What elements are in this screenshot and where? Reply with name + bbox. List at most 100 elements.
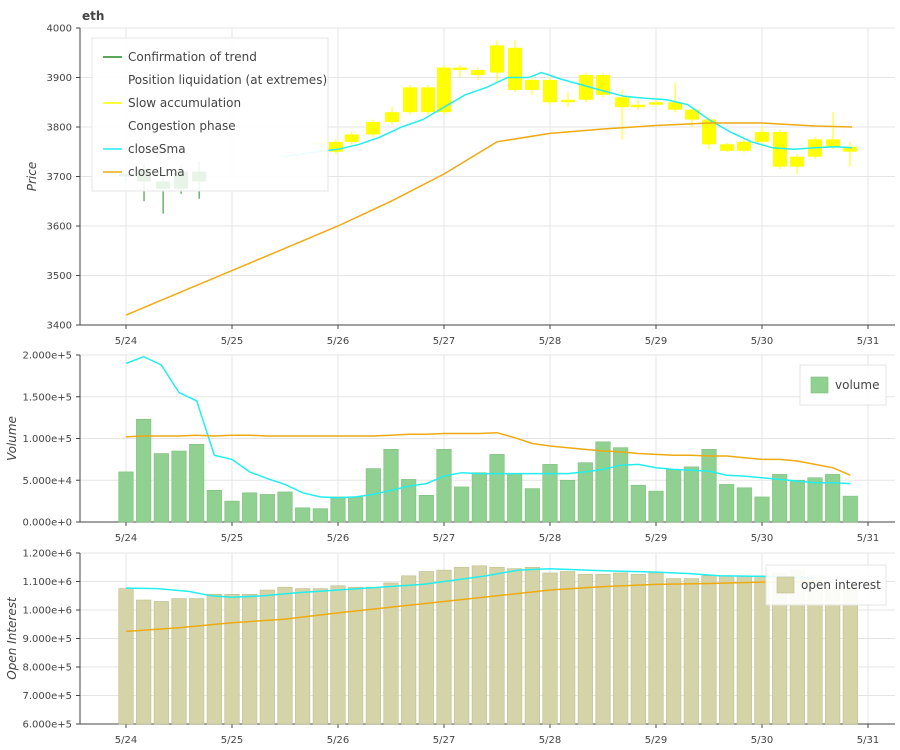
x-tick-label: 5/26	[327, 336, 349, 347]
volume-bar	[842, 495, 858, 523]
volume-bar	[348, 496, 364, 523]
candle-body	[668, 102, 683, 110]
x-tick-label: 5/29	[645, 533, 667, 544]
open-interest-bar	[277, 586, 293, 725]
open-interest-bar	[295, 588, 311, 725]
open-interest-bar	[595, 574, 611, 725]
legend-label: Confirmation of trend	[128, 50, 257, 64]
volume-bar	[471, 472, 487, 523]
volume-bar	[524, 488, 540, 523]
open-interest-bar	[560, 571, 576, 725]
volume-legend: volume	[799, 364, 887, 406]
closeSma-line	[125, 355, 851, 499]
y-tick-label: 1.500e+5	[22, 392, 72, 403]
open-interest-bar	[418, 571, 434, 725]
volume-bar	[666, 469, 682, 523]
candle-body	[452, 67, 467, 71]
volume-bar	[206, 489, 222, 523]
y-tick-label: 2.000e+5	[22, 351, 72, 362]
y-tick-label: 3800	[47, 123, 72, 134]
y-tick-label: 1.000e+6	[22, 606, 72, 617]
candle-body	[615, 97, 630, 108]
y-tick-label: 1.100e+6	[22, 577, 72, 588]
candle-body	[755, 131, 769, 142]
volume-bar	[489, 454, 505, 523]
price-legend: Confirmation of trend Position liquidatio…	[91, 37, 329, 192]
price-panel: 3400 3500 3600 3700 3800 3900 4000 5/24 5/25 5/26…	[25, 9, 895, 347]
y-tick-label: 6.000e+5	[22, 720, 72, 731]
open-interest-bar	[577, 574, 593, 725]
open-interest-bar	[330, 585, 346, 725]
x-tick-label: 5/26	[327, 735, 349, 746]
candle-body	[720, 144, 735, 151]
candle-body	[579, 75, 594, 100]
y-tick-label: 3400	[47, 321, 72, 332]
open-interest-bar	[471, 565, 487, 725]
volume-bar	[312, 508, 328, 523]
x-tick-label: 5/30	[751, 533, 773, 544]
x-tick-label: 5/28	[539, 533, 561, 544]
open-interest-legend: open interest	[765, 564, 887, 606]
open-interest-bar	[171, 598, 187, 725]
volume-bar	[383, 449, 399, 523]
legend-swatch	[810, 376, 829, 394]
x-tick-label: 5/25	[221, 735, 243, 746]
volume-bar	[295, 507, 311, 523]
candle-body	[344, 134, 359, 142]
candle-body	[421, 87, 436, 113]
candle-body	[773, 131, 788, 167]
legend-background	[91, 37, 329, 192]
volume-bar	[401, 479, 417, 523]
open-interest-bar	[312, 588, 328, 725]
open-interest-bar	[666, 578, 682, 725]
legend-label: closeSma	[128, 142, 186, 156]
closeLma-line	[125, 431, 851, 476]
open-interest-bar	[524, 566, 540, 725]
open-interest-bar	[825, 586, 841, 725]
candle-body	[736, 141, 751, 151]
open-interest-bar	[630, 574, 646, 725]
candle-body	[490, 45, 504, 73]
candle-body	[842, 146, 857, 152]
legend-label: closeLma	[128, 165, 185, 179]
x-tick-label: 5/28	[539, 735, 561, 746]
open-interest-bar	[613, 572, 629, 725]
x-tick-label: 5/25	[221, 336, 243, 347]
volume-bar	[736, 487, 752, 523]
volume-bar	[595, 441, 611, 523]
open-interest-bar	[507, 568, 523, 725]
open-interest-bar	[648, 572, 664, 725]
legend-label: Position liquidation (at extremes)	[128, 73, 327, 87]
closeLma-line	[125, 122, 853, 316]
candle-body	[524, 79, 539, 90]
volume-bar	[171, 450, 187, 523]
volume-bar	[242, 492, 258, 523]
open-interest-bar	[736, 575, 752, 725]
x-tick-label: 5/24	[115, 533, 137, 544]
legend-label: Congestion phase	[128, 119, 236, 133]
volume-bar	[613, 447, 629, 523]
volume-bar	[542, 464, 558, 523]
x-tick-label: 5/27	[433, 735, 455, 746]
y-tick-label: 9.000e+5	[22, 634, 72, 645]
open-interest-bar	[118, 588, 134, 725]
legend-label: Slow accumulation	[128, 96, 241, 110]
candle-body	[328, 141, 343, 152]
y-tick-label: 8.000e+5	[22, 663, 72, 674]
x-tick-label: 5/26	[327, 533, 349, 544]
open-interest-bar	[153, 601, 169, 725]
open-interest-bar	[259, 589, 275, 725]
open-interest-panel: 6.000e+5 7.000e+5 8.000e+5 9.000e+5 1.000e+6…	[5, 549, 895, 746]
volume-bar	[418, 494, 434, 523]
open-interest-bar	[383, 582, 399, 725]
y-tick-label: 3700	[47, 172, 72, 183]
volume-bar	[701, 449, 717, 523]
x-tick-label: 5/31	[857, 735, 879, 746]
candle-body	[789, 156, 804, 167]
volume-bar	[153, 453, 169, 523]
x-tick-label: 5/25	[221, 533, 243, 544]
open-interest-bar	[242, 594, 258, 725]
volume-bar	[577, 462, 593, 523]
volume-bar	[772, 474, 788, 523]
open-interest-bar	[224, 594, 240, 725]
